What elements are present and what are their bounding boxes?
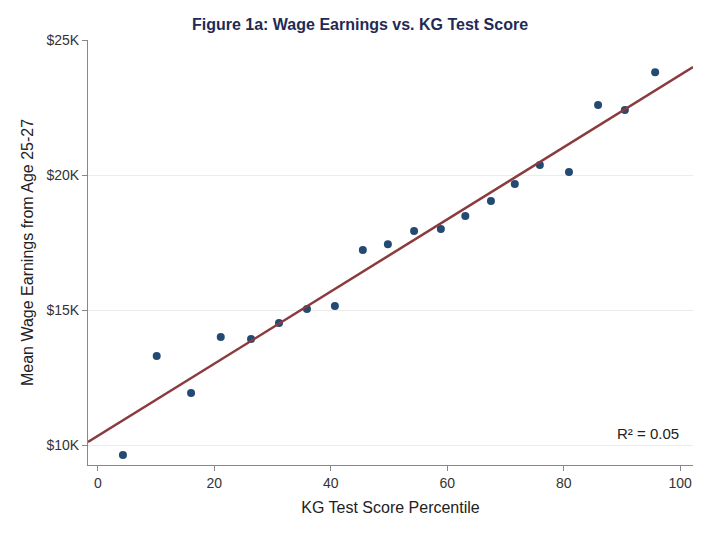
svg-text:60: 60	[439, 475, 455, 491]
svg-text:$20K: $20K	[46, 167, 79, 183]
svg-text:Figure 1a: Wage Earnings vs. K: Figure 1a: Wage Earnings vs. KG Test Sco…	[192, 16, 528, 33]
svg-text:KG Test Score Percentile: KG Test Score Percentile	[301, 499, 480, 516]
svg-text:R² = 0.05: R² = 0.05	[617, 425, 679, 442]
svg-text:80: 80	[556, 475, 572, 491]
svg-text:Mean Wage Earnings from Age 25: Mean Wage Earnings from Age 25-27	[19, 119, 36, 386]
svg-text:$15K: $15K	[46, 302, 79, 318]
svg-text:40: 40	[323, 475, 339, 491]
svg-text:20: 20	[207, 475, 223, 491]
svg-text:100: 100	[669, 475, 693, 491]
svg-text:$10K: $10K	[46, 437, 79, 453]
svg-text:$25K: $25K	[46, 32, 79, 48]
svg-text:0: 0	[94, 475, 102, 491]
